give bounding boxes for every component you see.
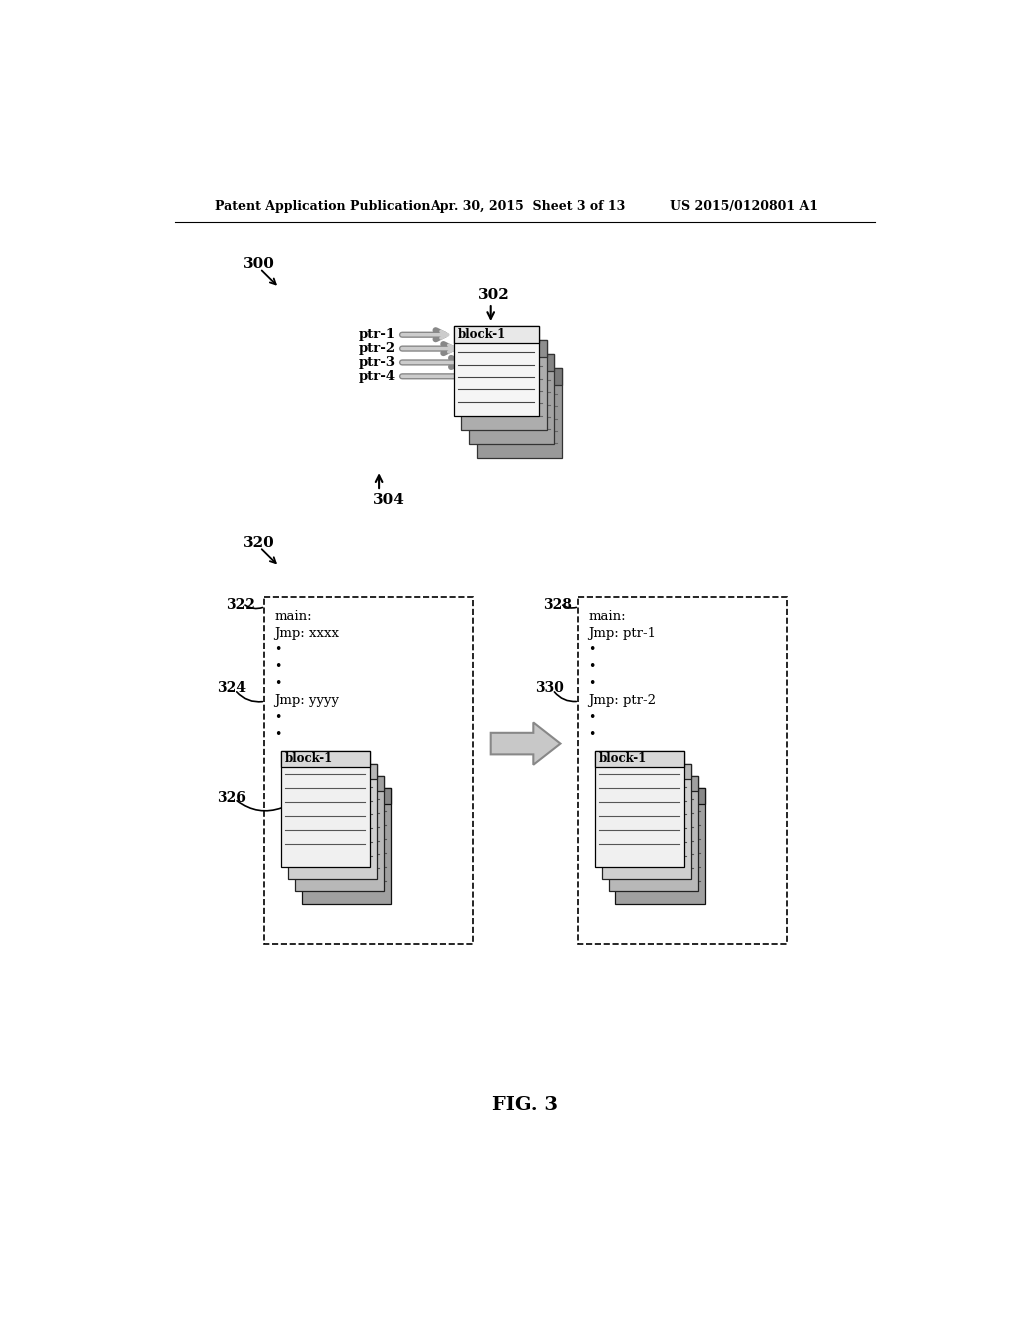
Text: US 2015/0120801 A1: US 2015/0120801 A1 [671,199,818,213]
Text: block-3: block-3 [612,777,660,791]
Text: 324: 324 [217,681,246,696]
Text: block-1: block-1 [598,752,647,766]
Text: 300: 300 [243,257,274,271]
Bar [608,776,697,891]
Text: 304: 304 [373,494,404,507]
Bar [281,751,370,867]
Text: block-4: block-4 [305,789,353,803]
Bar [263,597,473,944]
Bar [595,751,684,867]
Bar [615,788,705,904]
Text: ptr-2: ptr-2 [359,342,396,355]
Text: FIG. 3: FIG. 3 [492,1097,558,1114]
Text: •: • [274,660,282,673]
Bar [295,776,384,891]
Text: 302: 302 [478,288,510,302]
Bar [601,763,690,879]
Bar [302,788,391,904]
Bar [608,776,697,792]
Text: •: • [589,660,596,673]
Text: Patent Application Publication: Patent Application Publication [215,199,430,213]
Text: •: • [274,677,282,690]
Text: 330: 330 [535,681,564,696]
Text: ptr-3: ptr-3 [359,356,396,370]
Bar [461,341,547,430]
Bar [461,341,547,358]
Text: •: • [274,729,282,742]
Text: •: • [589,711,596,725]
Bar [288,763,377,879]
Text: 326: 326 [217,791,246,804]
Bar [469,354,554,371]
Text: block-4: block-4 [620,789,668,803]
Bar [288,763,377,779]
Text: Jmp: ptr-1: Jmp: ptr-1 [589,627,656,640]
Text: Jmp: ptr-2: Jmp: ptr-2 [589,694,656,708]
Text: •: • [589,677,596,690]
Bar [469,354,554,444]
Text: block-1: block-1 [285,752,333,766]
Text: ptr-4: ptr-4 [359,370,396,383]
Text: block-2: block-2 [465,342,513,355]
Text: block-3: block-3 [473,356,521,370]
Bar [454,326,539,343]
Bar [281,751,370,767]
Bar [615,788,705,804]
Text: •: • [274,711,282,725]
Text: Jmp: xxxx: Jmp: xxxx [274,627,340,640]
Bar [295,776,384,792]
Text: block-2: block-2 [292,764,340,777]
Text: 322: 322 [225,598,255,612]
Bar [454,326,539,416]
Text: ptr-1: ptr-1 [359,329,396,342]
Bar [477,368,562,458]
Text: block-2: block-2 [605,764,653,777]
Text: main:: main: [274,610,312,623]
FancyArrow shape [490,722,560,764]
Text: block-1: block-1 [458,329,506,342]
Text: main:: main: [589,610,626,623]
Text: •: • [589,644,596,656]
Text: 328: 328 [544,598,572,612]
Text: block-4: block-4 [480,370,528,383]
Text: •: • [274,644,282,656]
Bar [578,597,786,944]
Bar [601,763,690,779]
Text: 320: 320 [243,536,274,549]
Text: Apr. 30, 2015  Sheet 3 of 13: Apr. 30, 2015 Sheet 3 of 13 [430,199,626,213]
Text: •: • [589,729,596,742]
Text: block-3: block-3 [299,777,347,791]
Bar [302,788,391,804]
Bar [477,368,562,385]
Text: Jmp: yyyy: Jmp: yyyy [274,694,340,708]
Bar [595,751,684,767]
